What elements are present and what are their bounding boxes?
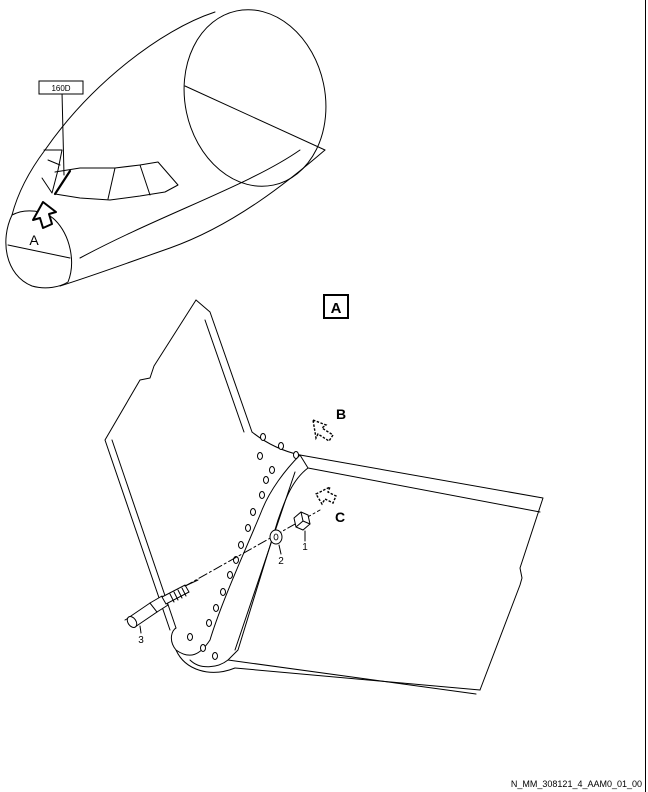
highlighted-zone-line [53, 169, 72, 196]
hole [220, 588, 226, 596]
callout-c-label: C [335, 509, 345, 525]
callout-c-arrow-icon [315, 485, 337, 506]
item-number-nut: 1 [302, 542, 308, 553]
nut [293, 511, 311, 531]
detail-box-label: A [331, 300, 342, 317]
rear-face-diagonal [184, 85, 326, 151]
right-panel-inner-rib [234, 471, 296, 651]
joint-strip-outline-inner [189, 454, 309, 668]
hole [213, 604, 219, 612]
leader-bolt [139, 625, 142, 634]
nacelle-front-face [5, 210, 73, 289]
panel-divider-2 [139, 164, 151, 196]
left-panel-rib [204, 319, 245, 433]
right-panel-outline [299, 454, 544, 691]
right-panel-top-flange [307, 467, 541, 513]
bolt-head-end [126, 616, 138, 628]
page-right-border [645, 0, 646, 792]
forward-panel-line [47, 159, 61, 166]
nacelle-rear-face [183, 9, 327, 187]
callout-b-label: B [336, 406, 346, 422]
callout-b-arrow-icon [312, 418, 334, 442]
nacelle-side-line [79, 149, 301, 259]
detail-view-a: A [104, 294, 544, 695]
hole [269, 466, 275, 474]
item-number-bolt: 3 [138, 635, 144, 646]
left-panel-inner-edge [195, 299, 253, 433]
hole [227, 571, 233, 579]
item-number-washer: 2 [278, 556, 284, 567]
hole [250, 508, 256, 516]
right-panel-bottom-edge [227, 659, 477, 695]
joint-curve-corner [175, 649, 236, 673]
right-panel-bottom-flange [234, 667, 481, 691]
zone-leader-line [61, 91, 65, 176]
hole [187, 633, 193, 641]
nacelle-upper-contour [11, 11, 216, 216]
fastener-holes [187, 433, 299, 660]
nacelle-overview: 160D A [5, 9, 327, 289]
bolt-tip [184, 579, 199, 587]
front-face-line [7, 244, 71, 259]
detail-box [323, 294, 349, 319]
zone-label: 160D [51, 84, 70, 93]
hole [278, 442, 284, 450]
bolt-thread [169, 587, 187, 603]
left-panel-outline [104, 299, 197, 631]
hole [206, 619, 212, 627]
hole [200, 644, 206, 652]
zone-label-box [38, 80, 84, 95]
nacelle-panel-outline [54, 161, 179, 201]
view-arrow-icon [32, 201, 57, 229]
hole [263, 476, 269, 484]
figure-id: N_MM_308121_4_AAM0_01_00 [510, 779, 642, 789]
joint-strip-outline-outer [170, 431, 301, 656]
leader-washer [278, 544, 282, 555]
washer [269, 529, 283, 545]
hole [212, 652, 218, 660]
hole [260, 433, 266, 441]
hole [293, 451, 299, 459]
hole [245, 524, 251, 532]
hole [257, 452, 263, 460]
nacelle-lower-contour [59, 149, 326, 287]
panel-divider-1 [107, 167, 116, 200]
hole [259, 491, 265, 499]
view-arrow-label: A [29, 232, 39, 248]
hole [238, 541, 244, 549]
nacelle-forward-panel [41, 149, 63, 194]
bolt [126, 579, 199, 628]
